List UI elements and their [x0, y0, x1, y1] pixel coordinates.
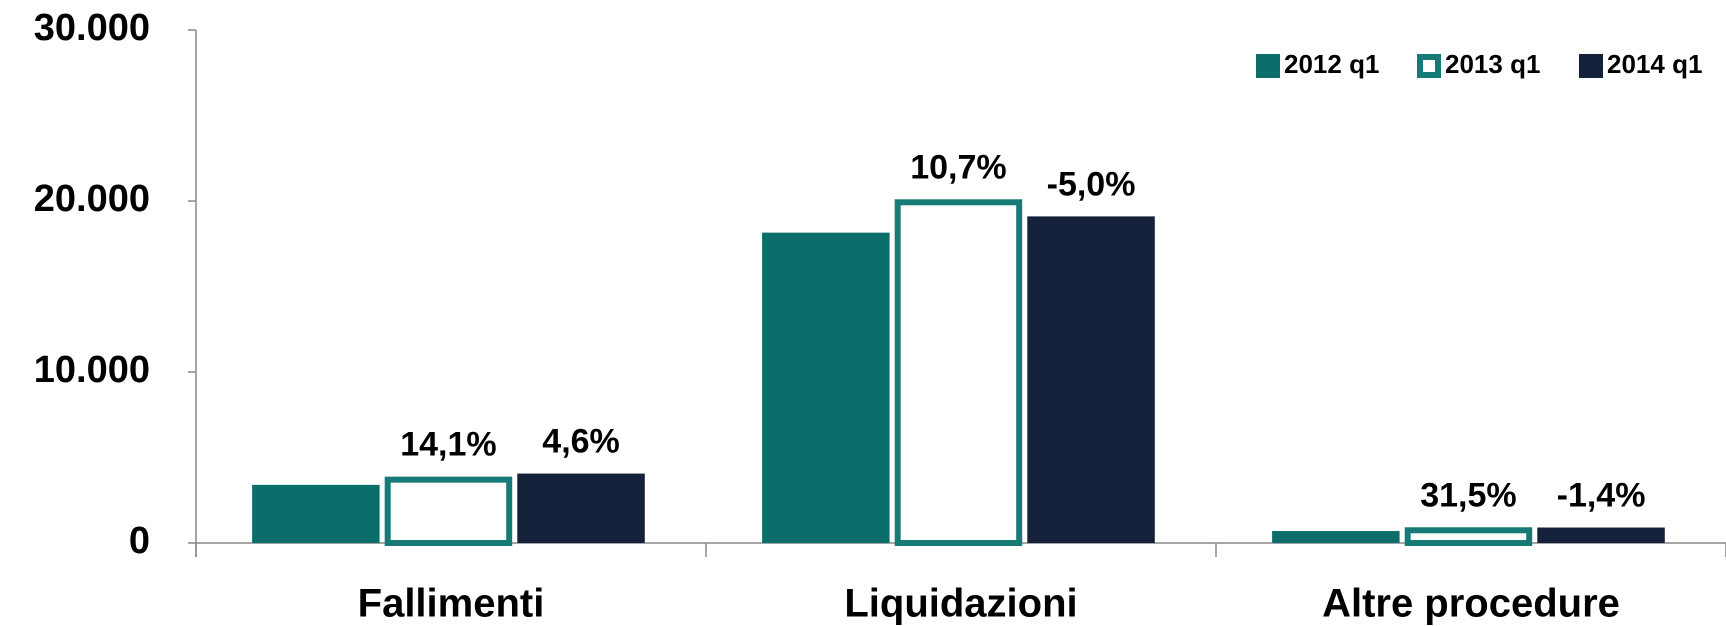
bar — [894, 199, 1023, 546]
x-tick-label: Liquidazioni — [844, 582, 1077, 626]
y-tick-label: 0 — [129, 520, 150, 562]
bar-annotation: 14,1% — [400, 426, 496, 464]
legend-label: 2014 q1 — [1607, 49, 1702, 79]
bar-annotation: 10,7% — [910, 148, 1006, 186]
legend-label: 2012 q1 — [1284, 49, 1379, 79]
y-tick-label: 20.000 — [34, 178, 150, 220]
bar — [1404, 527, 1533, 547]
legend-swatch — [1417, 54, 1441, 78]
bar-annotation: 4,6% — [542, 423, 620, 461]
bar-annotation: 31,5% — [1420, 476, 1516, 514]
bar — [517, 473, 645, 543]
bar — [384, 476, 513, 547]
bar — [1027, 216, 1155, 543]
bar — [1272, 531, 1400, 543]
legend-swatch — [1579, 54, 1603, 78]
bar — [252, 484, 380, 543]
legend-swatch — [1256, 54, 1280, 78]
bar — [762, 232, 890, 543]
y-tick-label: 10.000 — [34, 349, 150, 391]
x-tick-label: Fallimenti — [358, 582, 545, 626]
y-tick-label: 30.000 — [34, 7, 150, 49]
bar-annotation: -1,4% — [1557, 477, 1646, 515]
bar-annotation: -5,0% — [1047, 165, 1136, 203]
x-tick-label: Altre procedure — [1322, 582, 1620, 626]
legend-label: 2013 q1 — [1445, 49, 1540, 79]
bar — [1537, 527, 1665, 543]
